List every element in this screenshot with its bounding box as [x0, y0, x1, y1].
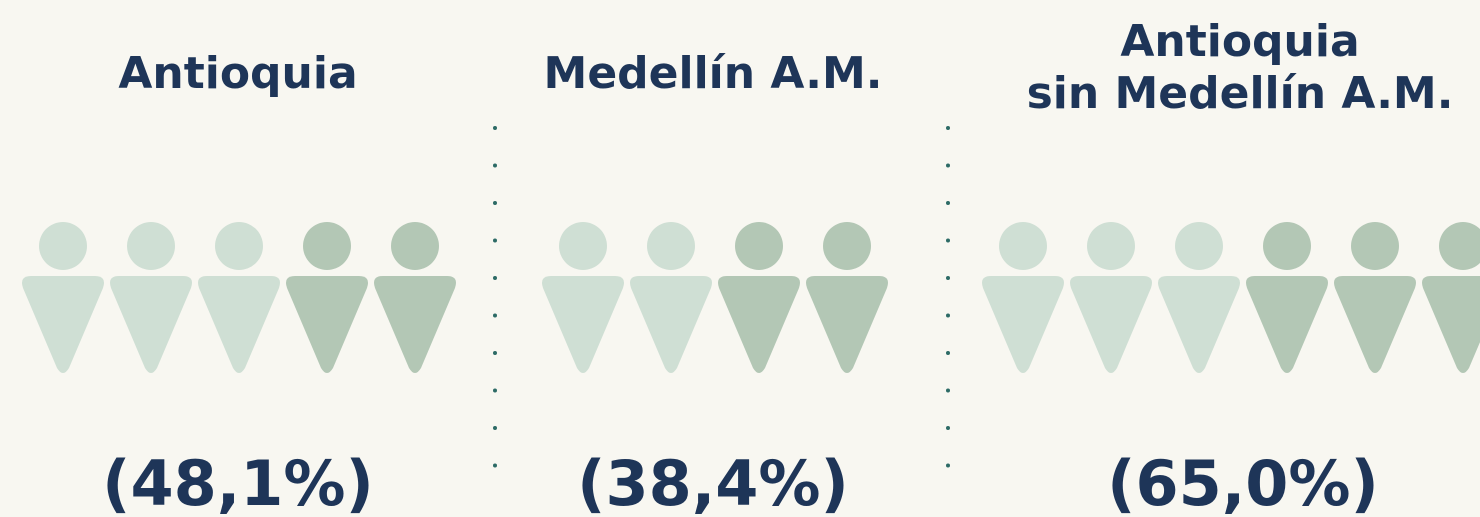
person-icon	[718, 222, 800, 373]
person-icon	[1070, 222, 1152, 373]
panel-title: Antioquia	[1120, 16, 1359, 67]
panel-value: (48,1%)	[102, 447, 374, 517]
person-icon	[110, 222, 192, 373]
person-icon	[806, 222, 888, 373]
person-icon	[982, 222, 1064, 373]
person-icon	[1334, 222, 1416, 373]
person-icon	[1246, 222, 1328, 373]
person-icon	[286, 222, 368, 373]
panel-value: (65,0%)	[1107, 447, 1379, 517]
person-icon	[1158, 222, 1240, 373]
panel-value: (38,4%)	[577, 447, 849, 517]
panel-title: sin Medellín A.M.	[1027, 68, 1454, 119]
person-icon	[198, 222, 280, 373]
person-icon	[22, 222, 104, 373]
person-icon	[630, 222, 712, 373]
person-icon	[542, 222, 624, 373]
person-icon	[1422, 222, 1480, 373]
panel-title: Antioquia	[118, 48, 357, 99]
panel-title: Medellín A.M.	[544, 48, 883, 99]
person-icon	[374, 222, 456, 373]
